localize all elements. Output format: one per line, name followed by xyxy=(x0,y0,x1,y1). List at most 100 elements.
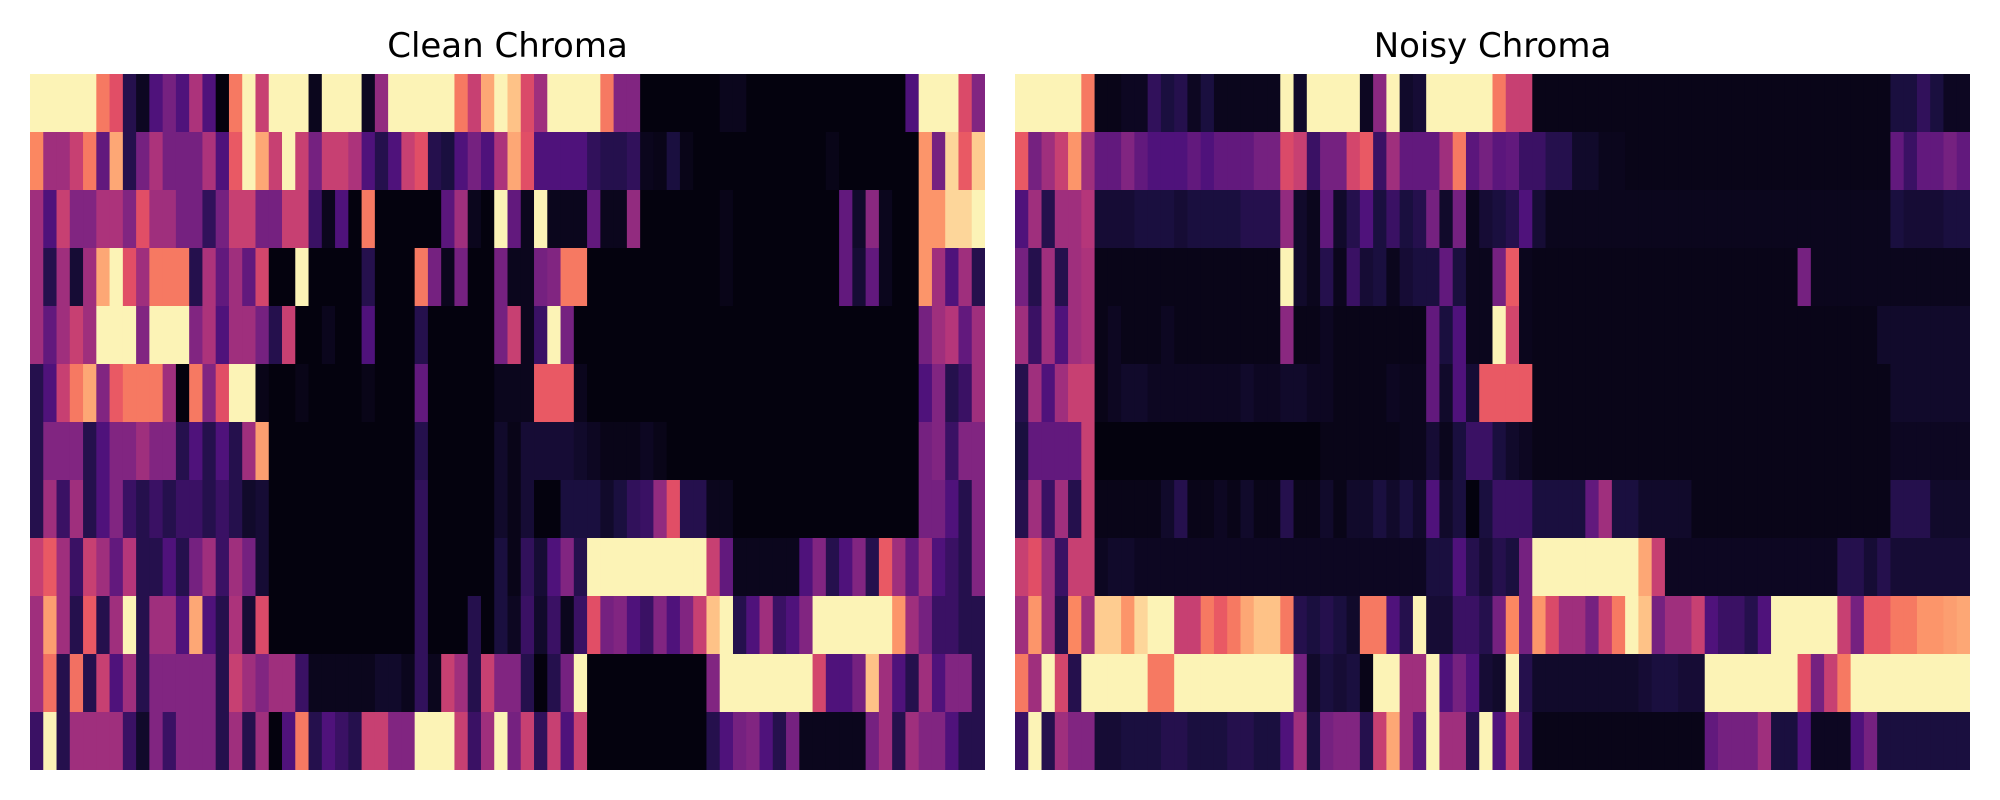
heatmap-cell xyxy=(1306,364,1321,423)
heatmap-cell xyxy=(1519,480,1533,539)
heatmap-cell xyxy=(189,132,204,191)
heatmap-cell xyxy=(1611,596,1626,655)
heatmap-cell xyxy=(852,538,867,597)
heatmap-cell xyxy=(1174,480,1189,539)
heatmap-cell xyxy=(1333,74,1348,133)
heatmap-cell xyxy=(1717,480,1732,539)
heatmap-cell xyxy=(1651,480,1666,539)
heatmap-cell xyxy=(1399,538,1414,597)
heatmap-cell xyxy=(401,654,416,713)
heatmap-cell xyxy=(892,306,907,365)
heatmap-cell xyxy=(175,74,190,133)
heatmap-cell xyxy=(772,364,787,423)
heatmap-cell xyxy=(679,248,694,307)
heatmap-cell xyxy=(1651,190,1666,249)
heatmap-cell xyxy=(825,712,840,770)
heatmap-cell xyxy=(1930,422,1945,481)
heatmap-cell xyxy=(242,364,257,423)
heatmap-cell xyxy=(295,596,310,655)
heatmap-cell xyxy=(1465,712,1480,770)
heatmap-cell xyxy=(587,306,601,365)
heatmap-cell xyxy=(1797,538,1812,597)
heatmap-cell xyxy=(865,248,880,307)
heatmap-cell xyxy=(494,654,509,713)
heatmap-cell xyxy=(600,422,615,481)
heatmap-cell xyxy=(679,712,694,770)
heatmap-cell xyxy=(534,422,548,481)
heatmap-cell xyxy=(1930,596,1945,655)
heatmap-cell xyxy=(640,132,655,191)
heatmap-cell xyxy=(799,364,814,423)
heatmap-cell xyxy=(295,132,310,191)
heatmap-cell xyxy=(335,190,349,249)
heatmap-cell xyxy=(1784,480,1799,539)
heatmap-cell xyxy=(335,596,349,655)
heatmap-cell xyxy=(1545,190,1560,249)
heatmap-cell xyxy=(905,538,920,597)
heatmap-cell xyxy=(321,190,336,249)
heatmap-cell xyxy=(560,190,575,249)
heatmap-cell xyxy=(852,364,867,423)
heatmap-cell xyxy=(1611,364,1626,423)
heatmap-cell xyxy=(812,74,827,133)
heatmap-cell xyxy=(918,190,933,249)
heatmap-cell xyxy=(1572,248,1586,307)
heatmap-cell xyxy=(839,538,853,597)
heatmap-cell xyxy=(1386,422,1401,481)
heatmap-cell xyxy=(295,712,310,770)
heatmap-cell xyxy=(1267,596,1281,655)
heatmap-cell xyxy=(83,132,97,191)
heatmap-cell xyxy=(1916,306,1931,365)
heatmap-cell xyxy=(1213,538,1228,597)
heatmap-cell xyxy=(732,132,747,191)
heatmap-cell xyxy=(361,190,376,249)
heatmap-cell xyxy=(454,654,469,713)
heatmap-cell xyxy=(1373,654,1387,713)
heatmap-cell xyxy=(626,132,641,191)
heatmap-cell xyxy=(706,596,721,655)
heatmap-cell xyxy=(1519,596,1533,655)
heatmap-cell xyxy=(189,538,204,597)
heatmap-cell xyxy=(1505,480,1520,539)
heatmap-cell xyxy=(1174,74,1189,133)
heatmap-cell xyxy=(839,596,853,655)
heatmap-cell xyxy=(348,190,363,249)
heatmap-cell xyxy=(255,596,270,655)
heatmap-cell xyxy=(786,538,800,597)
heatmap-cell xyxy=(1399,364,1414,423)
heatmap-cell xyxy=(335,654,349,713)
heatmap-cell xyxy=(361,132,376,191)
heatmap-cell xyxy=(1744,248,1759,307)
heatmap-cell xyxy=(1717,74,1732,133)
heatmap-cell xyxy=(1147,596,1162,655)
heatmap-cell xyxy=(136,480,150,539)
heatmap-cell xyxy=(30,480,44,539)
heatmap-cell xyxy=(905,596,920,655)
heatmap-cell xyxy=(136,190,150,249)
heatmap-cell xyxy=(1439,306,1454,365)
heatmap-cell xyxy=(414,306,429,365)
heatmap-cell xyxy=(1359,306,1374,365)
heatmap-cell xyxy=(122,596,137,655)
heatmap-cell xyxy=(1850,190,1865,249)
heatmap-cell xyxy=(1611,712,1626,770)
heatmap-cell xyxy=(719,422,734,481)
heatmap-cell xyxy=(1213,306,1228,365)
heatmap-cell xyxy=(1041,422,1056,481)
heatmap-cell xyxy=(1373,364,1387,423)
heatmap-cell xyxy=(1558,712,1573,770)
heatmap-cell xyxy=(1160,190,1175,249)
heatmap-cell xyxy=(1200,480,1215,539)
heatmap-cell xyxy=(1147,364,1162,423)
heatmap-cell xyxy=(786,190,800,249)
heatmap-cell xyxy=(83,596,97,655)
heatmap-cell xyxy=(295,364,310,423)
heatmap-cell xyxy=(1890,306,1905,365)
heatmap-cell xyxy=(1625,712,1640,770)
heatmap-cell xyxy=(1585,712,1600,770)
heatmap-cell xyxy=(388,132,402,191)
heatmap-cell xyxy=(1492,480,1507,539)
heatmap-cell xyxy=(587,248,601,307)
heatmap-cell xyxy=(892,248,907,307)
heatmap-cell xyxy=(1399,422,1414,481)
